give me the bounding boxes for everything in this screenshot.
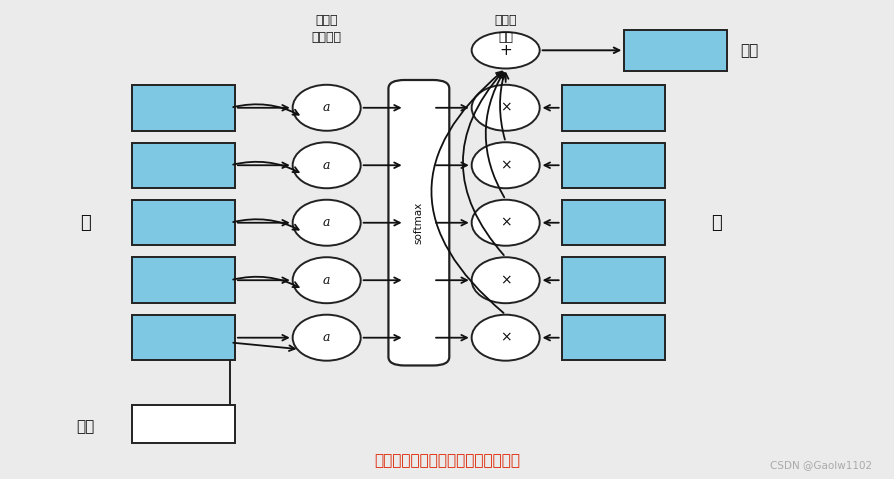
Text: a: a [323, 331, 330, 344]
Text: ×: × [500, 158, 510, 172]
FancyBboxPatch shape [388, 80, 449, 365]
Ellipse shape [292, 142, 360, 188]
Bar [624, 30, 726, 71]
Text: ×: × [500, 331, 510, 345]
Ellipse shape [471, 85, 539, 131]
Bar [132, 85, 234, 131]
Ellipse shape [471, 142, 539, 188]
Ellipse shape [471, 315, 539, 361]
Text: softmax: softmax [413, 202, 424, 244]
Text: a: a [323, 101, 330, 114]
Text: +: + [499, 43, 511, 58]
Text: 键: 键 [80, 214, 90, 232]
Text: ×: × [500, 273, 510, 287]
Ellipse shape [292, 85, 360, 131]
Bar [132, 200, 234, 245]
Ellipse shape [471, 200, 539, 246]
Text: 注意力
评分函数: 注意力 评分函数 [311, 14, 342, 45]
Text: a: a [323, 274, 330, 287]
Text: a: a [323, 159, 330, 172]
Ellipse shape [292, 315, 360, 361]
Ellipse shape [292, 200, 360, 246]
Bar [132, 258, 234, 303]
Bar [561, 85, 663, 131]
Ellipse shape [292, 257, 360, 303]
Text: ×: × [500, 101, 510, 115]
Ellipse shape [471, 257, 539, 303]
Text: 计算注意力汇聚的输出为値的加权和: 计算注意力汇聚的输出为値的加权和 [374, 453, 520, 468]
Bar [132, 405, 234, 443]
Text: CSDN @Gaolw1102: CSDN @Gaolw1102 [770, 460, 872, 470]
Text: 输出: 输出 [740, 43, 758, 58]
Bar [132, 143, 234, 188]
Bar [561, 200, 663, 245]
Bar [561, 315, 663, 361]
Bar [132, 315, 234, 361]
Text: 値: 値 [710, 214, 721, 232]
Bar [561, 143, 663, 188]
Text: a: a [323, 216, 330, 229]
Text: 查询: 查询 [76, 419, 94, 434]
Bar [561, 258, 663, 303]
Text: ×: × [500, 216, 510, 230]
Circle shape [471, 32, 539, 68]
Text: 注意力
权重: 注意力 权重 [493, 14, 517, 45]
